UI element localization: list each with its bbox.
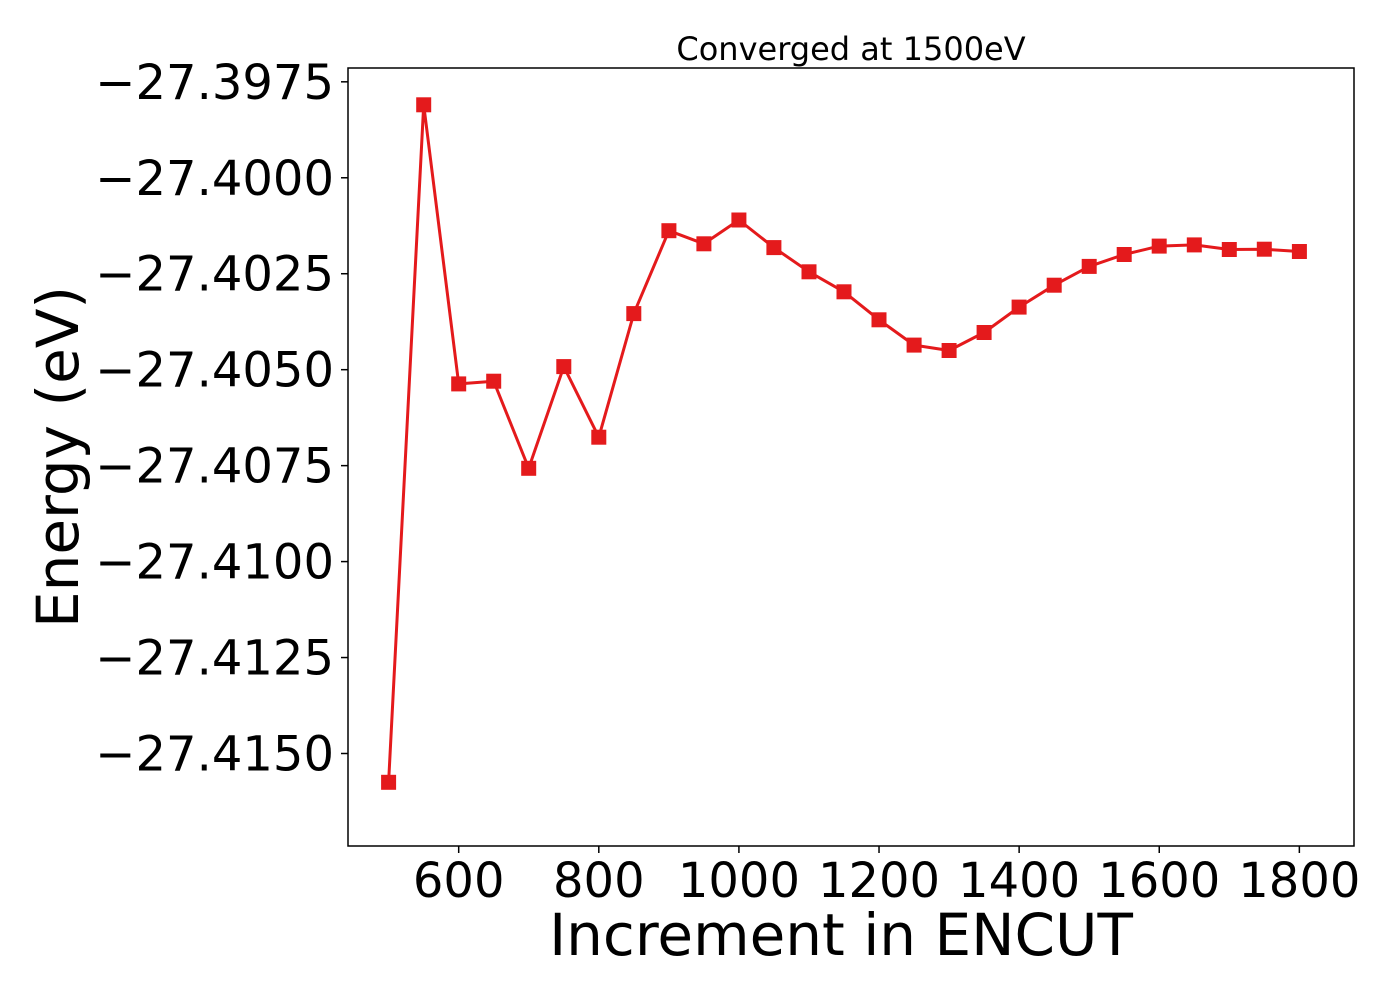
y-tick-label: −27.4100 — [95, 535, 334, 591]
data-point — [1011, 299, 1027, 315]
data-point — [1116, 247, 1132, 262]
y-tick-label: −27.4050 — [95, 343, 334, 399]
y-tick-label: −27.4150 — [95, 726, 334, 782]
data-point — [661, 223, 677, 239]
data-point — [416, 97, 432, 113]
data-point — [1291, 244, 1307, 259]
data-point — [1151, 238, 1167, 254]
x-tick-label: 600 — [413, 853, 505, 909]
data-point — [871, 312, 887, 328]
data-point — [1221, 242, 1237, 257]
data-point — [1186, 237, 1202, 253]
data-point — [381, 774, 397, 790]
data-point — [836, 284, 852, 300]
data-point — [556, 359, 572, 375]
series-layer — [381, 97, 1307, 790]
data-point — [801, 264, 817, 280]
data-point — [591, 429, 607, 445]
data-point — [451, 376, 467, 392]
data-point — [976, 325, 992, 340]
data-point — [906, 337, 922, 353]
data-point — [696, 236, 712, 252]
data-point — [941, 343, 957, 358]
plot-frame — [347, 67, 1355, 847]
data-point — [731, 212, 747, 228]
data-point — [766, 240, 782, 256]
y-tick-label: −27.3975 — [95, 55, 334, 111]
data-point — [626, 306, 642, 322]
x-tick-label: 800 — [553, 853, 645, 909]
x-axis: 600 800 1000 1200 1400 1600 1800 — [413, 846, 1360, 909]
x-axis-label: Increment in ENCUT — [549, 901, 1133, 969]
y-tick-label: −27.4075 — [95, 439, 334, 495]
y-tick-label: −27.4125 — [95, 631, 334, 687]
x-tick-label: 1000 — [678, 853, 800, 909]
data-point — [1046, 277, 1062, 293]
chart-title: Converged at 1500eV — [676, 30, 1025, 68]
data-point — [1081, 258, 1097, 274]
data-point — [1256, 241, 1272, 257]
x-tick-label: 1600 — [1098, 853, 1220, 909]
x-tick-label: 1400 — [958, 853, 1080, 909]
y-tick-label: −27.4000 — [95, 151, 334, 207]
data-point — [486, 373, 502, 389]
data-point — [521, 460, 537, 476]
x-tick-label: 1200 — [818, 853, 940, 909]
y-tick-label: −27.4025 — [95, 247, 334, 303]
y-axis-label: Energy (eV) — [24, 286, 92, 628]
x-tick-label: 1800 — [1238, 853, 1360, 909]
y-axis: −27.3975 −27.4000 −27.4025 −27.4050 −27.4075… — [95, 55, 348, 782]
